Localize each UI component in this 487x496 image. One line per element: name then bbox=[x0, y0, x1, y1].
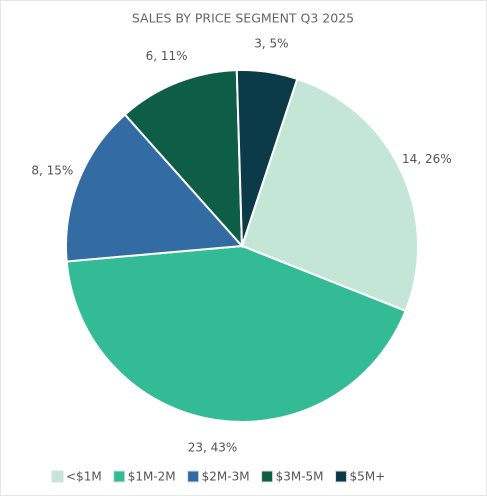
legend-label: $5M+ bbox=[350, 470, 386, 484]
legend-label: $3M-5M bbox=[276, 470, 324, 484]
legend-label: $2M-3M bbox=[202, 470, 250, 484]
legend-label: <$1M bbox=[66, 470, 102, 484]
data-label: 3, 5% bbox=[254, 37, 288, 51]
data-label: 8, 15% bbox=[31, 163, 73, 177]
legend-swatch bbox=[51, 470, 64, 483]
pie-slice bbox=[123, 69, 244, 249]
pie-slice bbox=[240, 77, 419, 313]
legend-swatch bbox=[261, 470, 274, 483]
data-label: 14, 26% bbox=[402, 152, 452, 166]
legend-label: $1M-2M bbox=[128, 470, 176, 484]
legend-swatch bbox=[113, 470, 126, 483]
legend-swatch bbox=[187, 470, 200, 483]
data-label: 23, 43% bbox=[188, 440, 238, 454]
pie-slice bbox=[65, 113, 245, 263]
pie-slice bbox=[65, 244, 407, 423]
chart-title: SALES BY PRICE SEGMENT Q3 2025 bbox=[132, 11, 354, 26]
data-label: 6, 11% bbox=[146, 49, 188, 63]
legend-swatch bbox=[335, 470, 348, 483]
pie-slice bbox=[235, 69, 299, 247]
